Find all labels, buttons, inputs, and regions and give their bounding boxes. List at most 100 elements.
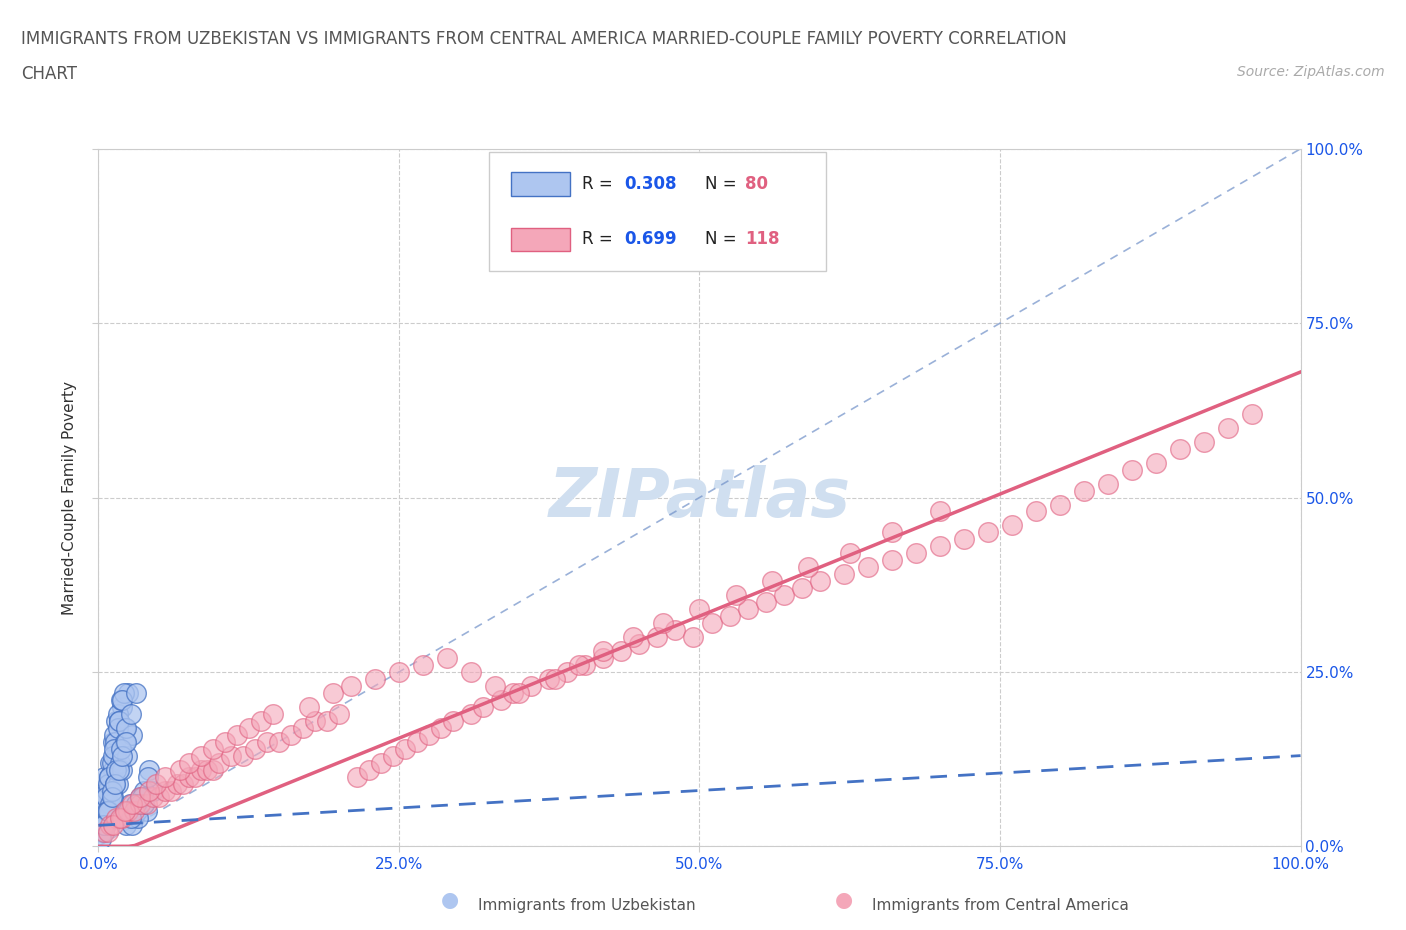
Text: ZIPatlas: ZIPatlas (548, 465, 851, 530)
Point (97, 783, 120, 798)
Point (574, 658, 596, 672)
Point (121, 797, 143, 812)
Point (125, 685, 148, 700)
Point (111, 692, 134, 708)
Text: 0.699: 0.699 (624, 231, 676, 248)
Point (555, 665, 578, 680)
Point (98, 769, 121, 784)
Point (141, 790, 163, 805)
Point (101, 790, 124, 805)
Point (761, 574, 783, 589)
Point (101, 748, 124, 763)
Point (93, 825, 115, 840)
Point (610, 644, 633, 658)
Point (1025, 504, 1047, 519)
Point (394, 741, 416, 756)
Point (195, 763, 218, 777)
Point (652, 616, 675, 631)
Text: ●: ● (441, 890, 458, 910)
Point (120, 707, 142, 722)
Point (114, 735, 136, 750)
Point (172, 776, 194, 790)
Point (219, 748, 242, 763)
Point (117, 748, 139, 763)
Point (621, 630, 644, 644)
Point (107, 776, 129, 790)
Point (100, 797, 122, 812)
Point (183, 769, 205, 784)
Point (256, 735, 278, 750)
Point (243, 741, 266, 756)
Point (664, 623, 686, 638)
Point (93, 804, 115, 819)
Point (114, 804, 136, 819)
Point (388, 665, 411, 680)
Point (177, 755, 200, 770)
Point (108, 811, 131, 826)
Point (328, 707, 350, 722)
Point (120, 811, 142, 826)
Point (718, 609, 741, 624)
Point (115, 721, 138, 736)
Point (1170, 442, 1192, 457)
Point (153, 783, 176, 798)
Point (94, 790, 117, 805)
Point (322, 685, 344, 700)
Point (1097, 476, 1119, 491)
Point (700, 616, 723, 631)
Point (129, 790, 152, 805)
Point (682, 630, 704, 644)
Point (538, 671, 561, 686)
Point (100, 776, 122, 790)
Point (97, 797, 120, 812)
Point (108, 741, 131, 756)
Point (737, 602, 759, 617)
Point (108, 713, 131, 728)
Point (121, 727, 143, 742)
Point (291, 721, 314, 736)
FancyBboxPatch shape (510, 228, 569, 251)
Point (796, 560, 818, 575)
Point (262, 707, 284, 722)
Point (107, 721, 129, 736)
Text: 0.308: 0.308 (624, 175, 676, 193)
Point (364, 671, 387, 686)
Point (838, 546, 860, 561)
Point (125, 804, 148, 819)
Point (1144, 456, 1167, 471)
Point (304, 713, 326, 728)
Point (880, 525, 903, 540)
Point (101, 818, 124, 833)
Point (138, 783, 160, 798)
Point (280, 727, 302, 742)
Point (208, 755, 231, 770)
Point (1073, 484, 1095, 498)
Point (105, 748, 128, 763)
Point (98, 804, 121, 819)
Point (406, 735, 429, 750)
Point (111, 763, 134, 777)
Point (1241, 406, 1264, 421)
Point (93, 818, 115, 833)
Point (225, 727, 247, 742)
Point (108, 755, 131, 770)
Text: IMMIGRANTS FROM UZBEKISTAN VS IMMIGRANTS FROM CENTRAL AMERICA MARRIED-COUPLE FAM: IMMIGRANTS FROM UZBEKISTAN VS IMMIGRANTS… (21, 30, 1067, 47)
Text: Source: ZipAtlas.com: Source: ZipAtlas.com (1237, 65, 1385, 79)
Point (1049, 498, 1071, 512)
Point (124, 811, 146, 826)
Point (91, 825, 114, 840)
Point (135, 797, 157, 812)
Point (928, 504, 950, 519)
Point (117, 685, 139, 700)
Point (96, 804, 118, 819)
Point (1001, 518, 1024, 533)
Point (111, 748, 134, 763)
Point (100, 783, 122, 798)
Point (94, 790, 117, 805)
Point (104, 735, 127, 750)
Point (298, 699, 321, 714)
Point (94, 818, 117, 833)
Point (118, 797, 141, 812)
Point (117, 804, 139, 819)
Point (412, 658, 434, 672)
